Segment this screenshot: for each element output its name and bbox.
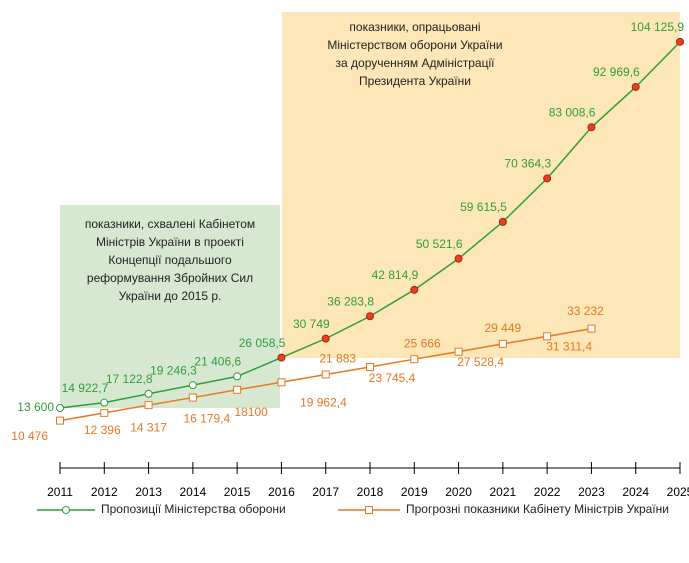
data-label: 59 615,5 (460, 200, 507, 214)
point (321, 370, 330, 379)
data-label: 25 666 (404, 336, 441, 350)
x-tick-label: 2014 (180, 485, 207, 499)
x-tick-label: 2025 (667, 485, 689, 499)
data-label: 16 179,4 (183, 412, 230, 426)
x-tick-label: 2020 (445, 485, 472, 499)
data-label: 21 883 (319, 352, 356, 366)
annotation-box (282, 12, 680, 358)
data-label: 12 396 (84, 423, 121, 437)
annotation-text: Міністерством оборони України (327, 38, 502, 52)
point (676, 37, 684, 46)
annotation-text: показники, схвалені Кабінетом (85, 217, 255, 231)
point (410, 355, 419, 364)
annotation-text: України до 2015 р. (119, 289, 222, 303)
data-label: 19 962,4 (300, 395, 347, 409)
x-tick-label: 2017 (312, 485, 339, 499)
data-label: 13 600 (17, 400, 54, 414)
data-label: 14 922,7 (62, 381, 109, 395)
point (144, 401, 153, 410)
x-tick-label: 2024 (622, 485, 649, 499)
point (366, 312, 374, 321)
point (233, 385, 242, 394)
data-label: 29 449 (485, 321, 522, 335)
point (188, 381, 197, 390)
point (454, 347, 463, 356)
point (144, 389, 153, 398)
point (454, 254, 463, 263)
data-label: 23 745,4 (369, 371, 416, 385)
x-tick-label: 2021 (490, 485, 517, 499)
data-label: 19 246,3 (150, 363, 197, 377)
point (277, 353, 286, 362)
annotation-text: за дорученням Адміністрації (336, 56, 496, 70)
data-label: 30 749 (293, 317, 330, 331)
point (321, 334, 330, 343)
data-label: 36 283,8 (327, 294, 374, 308)
point (631, 82, 640, 91)
point (543, 332, 552, 341)
point (498, 339, 507, 348)
point (498, 217, 507, 226)
data-label: 31 311,4 (546, 340, 592, 354)
point (233, 372, 242, 381)
annotation-text: Концепції подальшого (108, 253, 232, 267)
point (100, 398, 109, 407)
point (587, 324, 596, 333)
data-label: 50 521,6 (416, 237, 463, 251)
data-label: 27 528,4 (457, 355, 504, 369)
legend-marker (365, 506, 373, 514)
point (543, 174, 552, 183)
x-tick-label: 2013 (135, 485, 162, 499)
x-tick-label: 2018 (357, 485, 384, 499)
data-label: 33 232 (567, 304, 604, 318)
point (410, 285, 419, 294)
data-label: 104 125,9 (631, 20, 685, 34)
legend-label: Пропозиції Міністерства оборони (101, 502, 286, 516)
point (100, 408, 109, 417)
annotation-text: Президента України (359, 74, 471, 88)
x-tick-label: 2011 (47, 485, 73, 499)
point (188, 393, 197, 402)
data-label: 92 969,6 (593, 65, 640, 79)
legend-label: Прогрозні показники Кабінету Міністрів У… (406, 502, 669, 516)
data-label: 70 364,3 (504, 157, 551, 171)
data-label: 10 476 (11, 429, 48, 443)
point (56, 416, 64, 425)
x-tick-label: 2022 (534, 485, 561, 499)
annotation-text: Міністрів України в проекті (96, 235, 244, 249)
annotation-text: показники, опрацьовані (349, 20, 480, 34)
data-label: 26 058,5 (239, 336, 286, 350)
point (366, 362, 374, 371)
data-label: 14 317 (130, 420, 167, 434)
annotation-text: реформування Збройних Сил (87, 271, 253, 285)
data-label: 17 122,8 (106, 372, 153, 386)
point (587, 123, 596, 132)
x-tick-label: 2016 (268, 485, 295, 499)
data-label: 18100 (234, 405, 268, 419)
x-tick-label: 2015 (224, 485, 251, 499)
point (277, 378, 286, 387)
data-label: 21 406,6 (194, 355, 241, 369)
data-label: 83 008,6 (549, 105, 596, 119)
x-tick-label: 2012 (91, 485, 118, 499)
data-label: 42 814,9 (372, 268, 419, 282)
legend-marker (62, 506, 70, 514)
point (56, 403, 64, 412)
x-tick-label: 2023 (578, 485, 605, 499)
x-tick-label: 2019 (401, 485, 428, 499)
